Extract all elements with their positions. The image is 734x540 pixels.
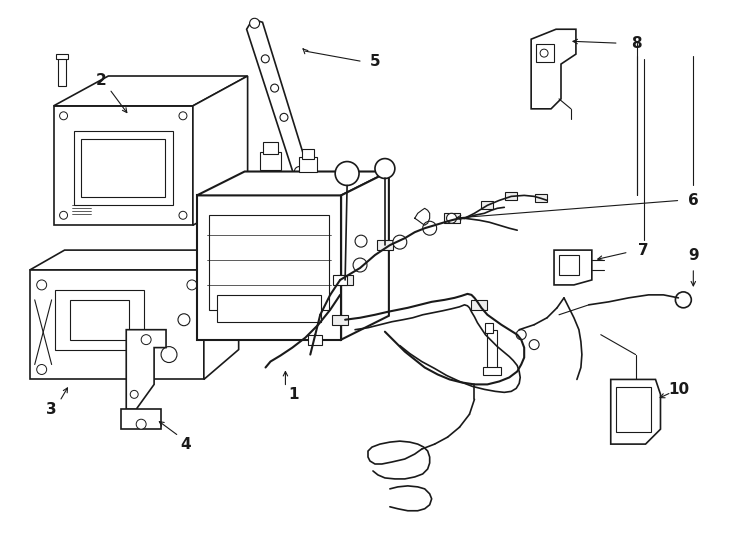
Circle shape	[271, 84, 279, 92]
Polygon shape	[54, 106, 193, 225]
Polygon shape	[247, 19, 308, 178]
Polygon shape	[54, 76, 247, 106]
Bar	[559, 255, 579, 275]
Text: 9: 9	[688, 247, 699, 262]
Circle shape	[37, 280, 47, 290]
Bar	[484, 368, 501, 375]
Circle shape	[178, 314, 190, 326]
Bar	[54, 290, 144, 349]
Bar	[485, 323, 493, 333]
Bar	[337, 275, 353, 285]
Bar	[471, 300, 487, 310]
Polygon shape	[197, 195, 341, 340]
Circle shape	[137, 419, 146, 429]
Polygon shape	[299, 157, 317, 172]
Circle shape	[179, 211, 187, 219]
Bar	[505, 192, 517, 200]
Circle shape	[529, 340, 539, 349]
Circle shape	[37, 364, 47, 374]
Polygon shape	[193, 76, 247, 225]
Circle shape	[280, 113, 288, 122]
Polygon shape	[126, 330, 166, 409]
Bar	[536, 44, 554, 62]
Circle shape	[250, 18, 260, 28]
Bar	[208, 215, 329, 310]
Bar	[616, 387, 650, 432]
Bar	[70, 300, 129, 340]
Text: 5: 5	[370, 53, 380, 69]
Bar	[56, 54, 68, 59]
Text: 2: 2	[96, 73, 106, 89]
Bar	[263, 141, 278, 153]
Circle shape	[261, 55, 269, 63]
Circle shape	[161, 347, 177, 362]
Polygon shape	[531, 29, 576, 109]
Text: 10: 10	[668, 382, 689, 397]
Circle shape	[141, 335, 151, 345]
Bar	[333, 275, 347, 285]
Polygon shape	[341, 172, 389, 340]
Bar	[487, 330, 498, 369]
Bar	[308, 335, 322, 345]
Circle shape	[353, 258, 367, 272]
Bar	[217, 295, 321, 322]
Polygon shape	[260, 152, 281, 170]
Polygon shape	[197, 172, 389, 195]
Bar	[482, 201, 493, 210]
Bar	[535, 194, 547, 202]
Polygon shape	[611, 380, 661, 444]
Text: 1: 1	[288, 387, 299, 402]
Circle shape	[540, 49, 548, 57]
Circle shape	[375, 159, 395, 179]
Text: 3: 3	[46, 402, 57, 417]
Bar	[377, 240, 393, 250]
Circle shape	[59, 211, 68, 219]
Circle shape	[130, 390, 138, 399]
Circle shape	[355, 235, 367, 247]
Polygon shape	[30, 270, 204, 380]
Polygon shape	[30, 250, 239, 270]
Circle shape	[423, 221, 437, 235]
Bar	[73, 131, 173, 205]
Polygon shape	[121, 409, 161, 429]
Text: 7: 7	[639, 242, 649, 258]
Circle shape	[294, 166, 305, 177]
Polygon shape	[554, 250, 592, 285]
Circle shape	[393, 235, 407, 249]
Polygon shape	[204, 250, 239, 380]
Bar	[302, 148, 314, 159]
Circle shape	[446, 213, 457, 223]
Bar	[81, 139, 165, 198]
Text: 8: 8	[631, 36, 642, 51]
Bar	[333, 315, 348, 325]
Circle shape	[59, 112, 68, 120]
Bar	[57, 56, 65, 86]
Text: 4: 4	[181, 437, 192, 451]
Bar	[443, 213, 459, 223]
Text: 6: 6	[688, 193, 699, 208]
Circle shape	[516, 330, 526, 340]
Circle shape	[179, 112, 187, 120]
Circle shape	[675, 292, 691, 308]
Circle shape	[187, 280, 197, 290]
Circle shape	[335, 161, 359, 185]
